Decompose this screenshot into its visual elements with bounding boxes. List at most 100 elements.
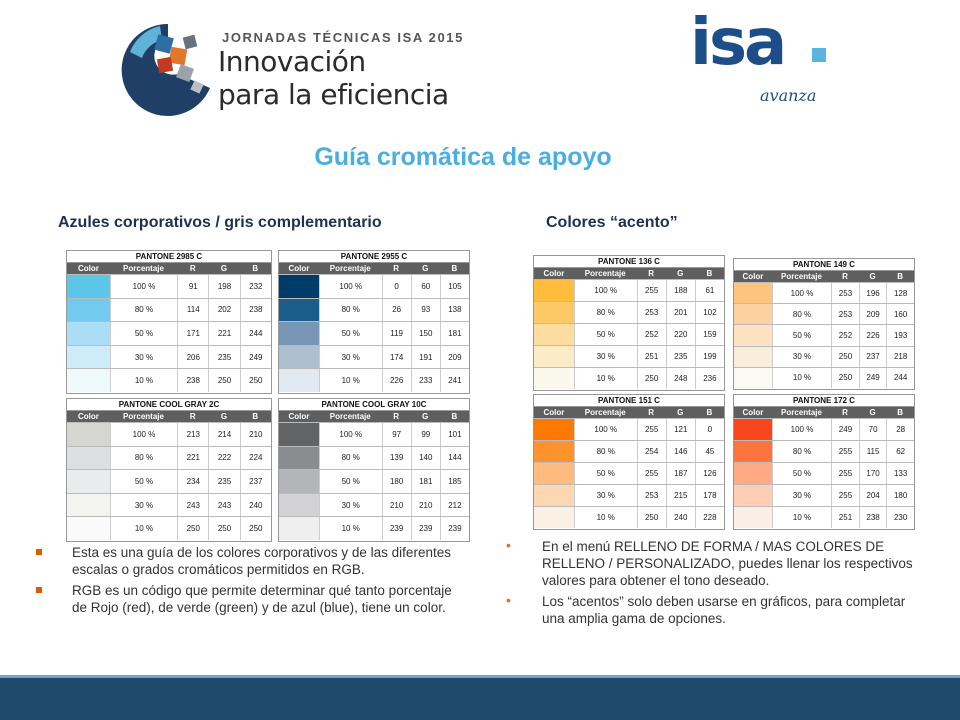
percentage-cell: 30 % <box>318 345 382 369</box>
column-header: G <box>220 412 228 421</box>
pantone-table-header: Color Porcentaje R G B <box>279 263 469 274</box>
table-row: 80 % 253 209 160 <box>734 303 914 325</box>
pantone-table-title: PANTONE 136 C <box>534 256 724 268</box>
table-row: 100 % 91 198 232 <box>67 274 271 298</box>
color-swatch <box>67 345 110 369</box>
g-value-cell: 146 <box>665 441 695 462</box>
color-swatch <box>534 346 574 367</box>
r-value-cell: 114 <box>177 298 208 322</box>
event-pretitle: JORNADAS TÉCNICAS ISA 2015 <box>222 30 464 45</box>
column-header: G <box>869 408 876 417</box>
column-header: R <box>189 264 196 273</box>
r-value-cell: 213 <box>177 423 208 446</box>
column-header: Color <box>77 264 99 273</box>
table-row: 10 % 251 238 230 <box>734 506 914 528</box>
r-value-cell: 210 <box>381 493 411 517</box>
g-value-cell: 221 <box>208 322 239 345</box>
bullet-item: • En el menú RELLENO DE FORMA / MAS COLOR… <box>506 537 913 588</box>
percentage-cell: 80 % <box>771 304 831 325</box>
percentage-cell: 10 % <box>109 369 177 392</box>
percentage-cell: 50 % <box>771 325 831 346</box>
column-header: Porcentaje <box>329 264 371 273</box>
r-value-cell: 252 <box>831 325 859 346</box>
table-row: 30 % 206 235 249 <box>67 344 271 369</box>
dot-bullet-icon: • <box>506 592 511 608</box>
b-value-cell: 0 <box>694 419 724 440</box>
table-row: 30 % 250 237 218 <box>734 345 914 367</box>
event-logo-mark <box>121 23 210 116</box>
g-value-cell: 237 <box>858 346 887 367</box>
percentage-cell: 30 % <box>771 346 831 367</box>
pantone-table-header: Color Porcentaje R G B <box>67 411 271 422</box>
pantone-table: PANTONE 136 C Color Porcentaje R G B 100 % 255 1… <box>533 255 725 391</box>
column-header: R <box>648 269 655 278</box>
table-row: 100 % 249 70 28 <box>734 418 914 440</box>
left-heading: Azules corporativos / gris complementari… <box>58 214 382 231</box>
b-value-cell: 138 <box>439 298 469 322</box>
column-header: Color <box>742 272 764 281</box>
g-value-cell: 233 <box>410 369 440 392</box>
b-value-cell: 61 <box>694 280 724 301</box>
g-value-cell: 209 <box>858 304 887 325</box>
table-row: 30 % 243 243 240 <box>67 492 271 517</box>
table-row: 50 % 255 187 126 <box>534 462 724 484</box>
g-value-cell: 201 <box>665 302 695 323</box>
color-swatch <box>734 346 772 367</box>
table-row: 10 % 250 240 228 <box>534 506 724 528</box>
g-value-cell: 99 <box>410 423 440 446</box>
r-value-cell: 251 <box>636 346 666 367</box>
color-swatch <box>279 517 319 540</box>
b-value-cell: 230 <box>886 507 914 528</box>
percentage-cell: 30 % <box>109 493 177 517</box>
b-value-cell: 180 <box>886 485 914 506</box>
column-header: R <box>842 408 848 417</box>
percentage-cell: 10 % <box>109 517 177 540</box>
b-value-cell: 185 <box>439 470 469 493</box>
b-value-cell: 237 <box>239 470 271 493</box>
g-value-cell: 188 <box>665 280 695 301</box>
g-value-cell: 248 <box>665 368 695 389</box>
table-row: 50 % 252 220 159 <box>534 323 724 345</box>
column-header: B <box>706 269 713 278</box>
footer-divider <box>0 675 960 678</box>
pantone-table: PANTONE 151 C Color Porcentaje R G B 100 % 255 1… <box>533 394 725 530</box>
percentage-cell: 80 % <box>573 302 637 323</box>
r-value-cell: 252 <box>636 324 666 345</box>
column-header: Porcentaje <box>584 408 626 417</box>
pantone-table: PANTONE 2955 C Color Porcentaje R G B 100 % 0 60… <box>278 250 470 394</box>
r-value-cell: 91 <box>177 275 208 298</box>
g-value-cell: 220 <box>665 324 695 345</box>
color-swatch <box>534 507 574 528</box>
g-value-cell: 239 <box>410 517 440 540</box>
b-value-cell: 209 <box>439 345 469 369</box>
b-value-cell: 249 <box>239 345 271 369</box>
color-swatch <box>734 304 772 325</box>
pantone-table-header: Color Porcentaje R G B <box>534 407 724 418</box>
percentage-cell: 30 % <box>109 345 177 369</box>
percentage-cell: 10 % <box>573 368 637 389</box>
percentage-cell: 50 % <box>573 463 637 484</box>
footer-bar <box>0 678 960 720</box>
color-swatch <box>734 441 772 462</box>
percentage-cell: 100 % <box>109 275 177 298</box>
pantone-table: PANTONE 172 C Color Porcentaje R G B 100 % 249 7… <box>733 394 915 530</box>
column-header: Color <box>742 408 764 417</box>
percentage-cell: 80 % <box>318 298 382 322</box>
g-value-cell: 249 <box>858 367 887 388</box>
pantone-table: PANTONE 149 C Color Porcentaje R G B 100 % 253 1… <box>733 258 915 390</box>
b-value-cell: 62 <box>886 441 914 462</box>
g-value-cell: 191 <box>410 345 440 369</box>
pantone-table-header: Color Porcentaje R G B <box>279 411 469 422</box>
color-swatch <box>67 322 110 345</box>
event-logo: JORNADAS TÉCNICAS ISA 2015 Innovación pa… <box>118 18 462 122</box>
square-bullet-icon <box>36 549 42 555</box>
dot-bullet-icon: • <box>506 537 511 553</box>
r-value-cell: 119 <box>381 322 411 345</box>
b-value-cell: 101 <box>439 423 469 446</box>
column-header: Color <box>543 269 565 278</box>
table-row: 30 % 210 210 212 <box>279 492 469 517</box>
g-value-cell: 235 <box>208 345 239 369</box>
color-swatch <box>534 419 574 440</box>
r-value-cell: 255 <box>636 280 666 301</box>
color-swatch <box>734 507 772 528</box>
